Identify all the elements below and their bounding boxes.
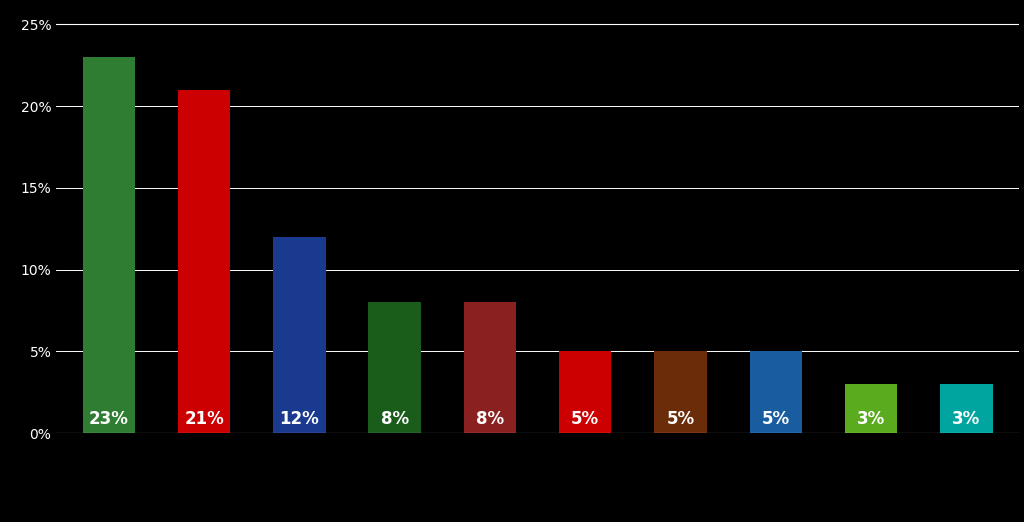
Bar (273, 237, 326, 433)
Text: 5%: 5% (571, 410, 599, 429)
Text: 5%: 5% (667, 410, 694, 429)
Bar (178, 90, 230, 433)
Bar (845, 384, 897, 433)
Text: 23%: 23% (89, 410, 129, 429)
Text: 12%: 12% (280, 410, 319, 429)
Text: 3%: 3% (857, 410, 886, 429)
Bar (940, 384, 992, 433)
Text: 21%: 21% (184, 410, 224, 429)
Bar (559, 351, 611, 433)
Bar (654, 351, 707, 433)
Bar (750, 351, 802, 433)
Bar (464, 302, 516, 433)
Bar (83, 57, 135, 433)
Text: 8%: 8% (381, 410, 409, 429)
Text: 8%: 8% (476, 410, 504, 429)
Text: 5%: 5% (762, 410, 790, 429)
Text: 3%: 3% (952, 410, 981, 429)
Bar (369, 302, 421, 433)
